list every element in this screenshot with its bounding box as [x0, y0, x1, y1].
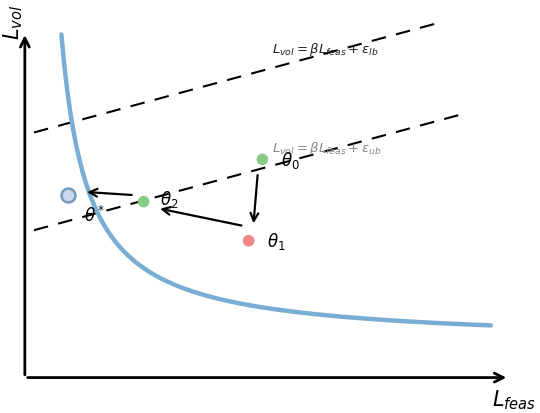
Text: $L_{vol} = \beta L_{feas} + \epsilon_{ub}$: $L_{vol} = \beta L_{feas} + \epsilon_{ub… — [272, 140, 382, 157]
Text: $\theta^*$: $\theta^*$ — [84, 205, 105, 225]
Point — [139, 199, 148, 206]
Text: $\theta_2$: $\theta_2$ — [160, 188, 178, 209]
Text: $\theta_0$: $\theta_0$ — [281, 150, 300, 171]
Text: $\theta_1$: $\theta_1$ — [267, 231, 286, 252]
Point — [245, 238, 253, 244]
Point — [64, 192, 72, 199]
Text: $L_{feas}$: $L_{feas}$ — [491, 387, 536, 411]
Point — [258, 157, 267, 163]
Text: $L_{vol}$: $L_{vol}$ — [2, 5, 25, 40]
Text: $L_{vol} = \beta L_{feas} + \epsilon_{lb}$: $L_{vol} = \beta L_{feas} + \epsilon_{lb… — [272, 40, 379, 57]
